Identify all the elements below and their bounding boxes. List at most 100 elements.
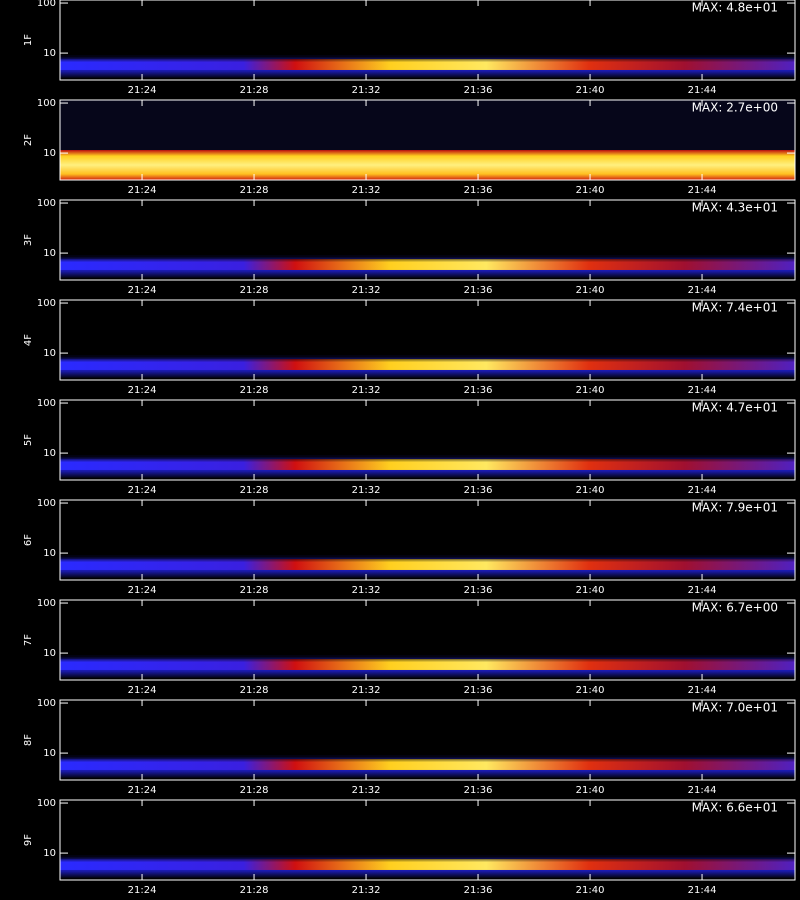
x-tick-label: 21:40 <box>576 885 605 896</box>
max-annotation: MAX: 4.8e+01 <box>692 1 778 15</box>
plot-frame <box>59 399 796 481</box>
intensity-fade <box>60 255 795 278</box>
x-tick-label: 21:36 <box>464 485 493 496</box>
y-tick-label: 10 <box>43 348 56 359</box>
plot-frame <box>59 199 796 281</box>
y-tick-label: 10 <box>43 448 56 459</box>
y-tick-label: 10 <box>43 148 56 159</box>
y-tick-label: 100 <box>37 798 56 809</box>
plot-frame <box>59 99 796 181</box>
plot-frame <box>59 799 796 881</box>
x-tick-label: 21:32 <box>352 585 381 596</box>
x-tick-label: 21:24 <box>128 685 157 696</box>
y-tick-label: 100 <box>37 598 56 609</box>
intensity-fade <box>60 455 795 478</box>
intensity-fade <box>60 855 795 878</box>
y-axis-label: 9F <box>23 834 34 846</box>
x-tick-label: 21:28 <box>240 785 269 796</box>
x-tick-label: 21:24 <box>128 385 157 396</box>
intensity-fade <box>60 55 795 78</box>
x-tick-label: 21:32 <box>352 385 381 396</box>
x-tick-label: 21:28 <box>240 885 269 896</box>
y-tick-label: 100 <box>37 298 56 309</box>
y-tick-label: 10 <box>43 248 56 259</box>
intensity-band <box>60 150 795 180</box>
x-tick-label: 21:32 <box>352 85 381 96</box>
x-tick-label: 21:40 <box>576 685 605 696</box>
y-tick-label: 100 <box>37 398 56 409</box>
x-tick-label: 21:32 <box>352 485 381 496</box>
max-annotation: MAX: 7.0e+01 <box>692 701 778 715</box>
x-tick-label: 21:44 <box>688 485 717 496</box>
y-axis-label: 5F <box>23 434 34 446</box>
x-tick-label: 21:36 <box>464 385 493 396</box>
x-tick-label: 21:24 <box>128 885 157 896</box>
x-tick-label: 21:24 <box>128 285 157 296</box>
max-annotation: MAX: 4.7e+01 <box>692 401 778 415</box>
x-tick-label: 21:40 <box>576 585 605 596</box>
x-tick-label: 21:40 <box>576 85 605 96</box>
y-tick-label: 10 <box>43 548 56 559</box>
max-annotation: MAX: 6.6e+01 <box>692 801 778 815</box>
x-tick-label: 21:28 <box>240 485 269 496</box>
y-axis-label: 8F <box>23 734 34 746</box>
intensity-fade <box>60 755 795 778</box>
x-tick-label: 21:36 <box>464 85 493 96</box>
y-tick-label: 100 <box>37 698 56 709</box>
x-tick-label: 21:44 <box>688 85 717 96</box>
y-axis-label: 6F <box>23 534 34 546</box>
x-tick-label: 21:32 <box>352 185 381 196</box>
x-tick-label: 21:40 <box>576 285 605 296</box>
x-tick-label: 21:28 <box>240 85 269 96</box>
y-tick-label: 10 <box>43 748 56 759</box>
max-annotation: MAX: 7.9e+01 <box>692 501 778 515</box>
x-tick-label: 21:44 <box>688 885 717 896</box>
y-axis-label: 2F <box>23 134 34 146</box>
max-annotation: MAX: 6.7e+00 <box>692 601 778 615</box>
x-tick-label: 21:44 <box>688 385 717 396</box>
x-tick-label: 21:36 <box>464 685 493 696</box>
x-tick-label: 21:44 <box>688 585 717 596</box>
plot-frame <box>59 499 796 581</box>
x-tick-label: 21:36 <box>464 885 493 896</box>
y-tick-label: 10 <box>43 48 56 59</box>
y-axis-label: 1F <box>23 34 34 46</box>
x-tick-label: 21:36 <box>464 185 493 196</box>
y-axis-label: 4F <box>23 334 34 346</box>
x-tick-label: 21:28 <box>240 685 269 696</box>
max-annotation: MAX: 7.4e+01 <box>692 301 778 315</box>
intensity-fade <box>60 555 795 578</box>
y-tick-label: 100 <box>37 0 56 9</box>
x-tick-label: 21:40 <box>576 485 605 496</box>
plot-frame <box>59 0 796 81</box>
y-axis-label: 7F <box>23 634 34 646</box>
x-tick-label: 21:36 <box>464 285 493 296</box>
y-tick-label: 100 <box>37 498 56 509</box>
x-tick-label: 21:24 <box>128 485 157 496</box>
x-tick-label: 21:44 <box>688 685 717 696</box>
x-tick-label: 21:24 <box>128 85 157 96</box>
x-tick-label: 21:28 <box>240 585 269 596</box>
max-annotation: MAX: 4.3e+01 <box>692 201 778 215</box>
x-tick-label: 21:44 <box>688 185 717 196</box>
x-tick-label: 21:36 <box>464 585 493 596</box>
intensity-fade <box>60 355 795 378</box>
x-tick-label: 21:40 <box>576 385 605 396</box>
x-tick-label: 21:32 <box>352 885 381 896</box>
x-tick-label: 21:32 <box>352 785 381 796</box>
x-tick-label: 21:36 <box>464 785 493 796</box>
y-tick-label: 100 <box>37 198 56 209</box>
max-annotation: MAX: 2.7e+00 <box>692 101 778 115</box>
x-tick-label: 21:24 <box>128 185 157 196</box>
plot-frame <box>59 599 796 681</box>
x-tick-label: 21:24 <box>128 585 157 596</box>
x-tick-label: 21:44 <box>688 285 717 296</box>
x-tick-label: 21:28 <box>240 285 269 296</box>
plot-frame <box>59 299 796 381</box>
y-tick-label: 10 <box>43 648 56 659</box>
y-tick-label: 10 <box>43 848 56 859</box>
y-axis-label: 3F <box>23 234 34 246</box>
x-tick-label: 21:32 <box>352 285 381 296</box>
